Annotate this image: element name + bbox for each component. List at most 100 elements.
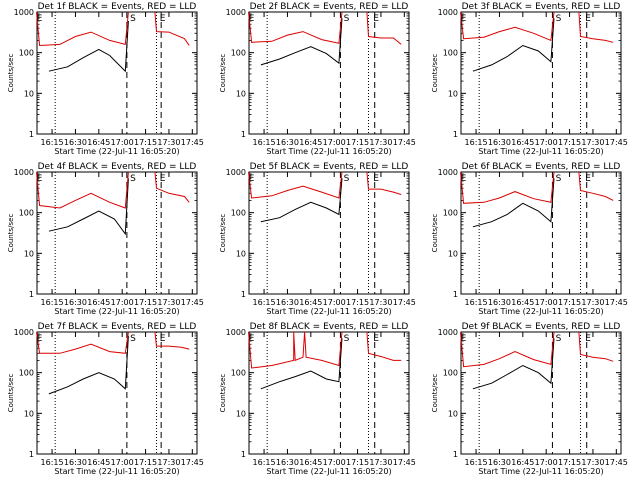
event-marker: E [373, 334, 379, 344]
panel-9: Det 9f BLACK = Events, RED = LLD Counts/s… [431, 322, 628, 476]
plot-frame [248, 171, 410, 295]
y-axis-label: Counts/sec [431, 374, 439, 413]
panel-2: Det 2f BLACK = Events, RED = LLD Counts/s… [219, 2, 416, 156]
plot-frame [36, 11, 198, 135]
y-tick-label: 10 [236, 249, 246, 258]
panel-7: Det 7f BLACK = Events, RED = LLD Counts/s… [7, 322, 204, 476]
x-axis-label: Start Time (22-Jul-11 16:05:20) [478, 307, 603, 316]
chart-title: Det 8f BLACK = Events, RED = LLD [250, 322, 409, 332]
event-marker: E [249, 334, 255, 344]
x-tick-label: 17:45 [393, 298, 416, 307]
y-tick-label: 1000 [226, 8, 246, 17]
event-marker: E [461, 14, 467, 24]
series-line-black [48, 20, 129, 73]
panel-5: Det 5f BLACK = Events, RED = LLD Counts/s… [219, 162, 416, 316]
series-line-black [472, 178, 555, 228]
x-tick-label: 17:00 [111, 458, 134, 467]
y-tick-label: 1000 [14, 8, 34, 17]
y-axis-label: Counts/sec [219, 374, 227, 413]
y-tick-label: 1000 [438, 168, 458, 177]
x-tick-label: 16:15 [253, 298, 276, 307]
x-tick-label: 17:15 [558, 138, 581, 147]
y-tick-label: 1000 [438, 8, 458, 17]
x-tick-label: 17:00 [535, 298, 558, 307]
x-tick-label: 17:15 [346, 458, 369, 467]
event-marker: S [344, 174, 350, 184]
x-tick-label: 16:30 [276, 298, 299, 307]
y-tick-label: 1 [29, 450, 34, 459]
series-line-black [472, 338, 555, 390]
series-line-red [154, 171, 190, 203]
x-tick-label: 17:15 [558, 458, 581, 467]
panel-8: Det 8f BLACK = Events, RED = LLD Counts/s… [219, 322, 416, 476]
x-tick-label: 17:00 [535, 138, 558, 147]
x-tick-label: 17:30 [369, 458, 392, 467]
plot-frame [248, 11, 410, 135]
y-tick-label: 1 [453, 290, 458, 299]
x-tick-label: 17:30 [581, 138, 604, 147]
chart-title: Det 1f BLACK = Events, RED = LLD [38, 2, 197, 12]
series-line-black [260, 338, 343, 390]
series-line-red [248, 171, 343, 199]
x-tick-label: 17:30 [581, 458, 604, 467]
y-tick-label: 10 [448, 409, 458, 418]
plot-frame [460, 171, 622, 295]
plot-frame [460, 11, 622, 135]
x-tick-label: 17:00 [535, 458, 558, 467]
x-tick-label: 17:30 [369, 138, 392, 147]
y-tick-label: 1 [29, 130, 34, 139]
x-tick-label: 17:30 [369, 298, 392, 307]
event-marker: E [37, 14, 43, 24]
y-tick-label: 10 [448, 249, 458, 258]
x-tick-label: 17:00 [323, 458, 346, 467]
plot-frame [36, 331, 198, 455]
x-tick-label: 17:15 [134, 138, 157, 147]
y-tick-label: 100 [231, 49, 246, 58]
event-marker: S [130, 174, 136, 184]
event-marker: S [130, 334, 136, 344]
x-tick-label: 16:45 [299, 298, 322, 307]
y-tick-label: 100 [443, 209, 458, 218]
x-axis-label: Start Time (22-Jul-11 16:05:20) [266, 467, 391, 476]
y-tick-label: 1 [453, 130, 458, 139]
panel-3: Det 3f BLACK = Events, RED = LLD Counts/s… [431, 2, 628, 156]
event-marker: E [160, 174, 166, 184]
y-axis-label: Counts/sec [431, 214, 439, 253]
event-marker: E [249, 174, 255, 184]
x-tick-label: 17:30 [157, 458, 180, 467]
y-tick-label: 100 [231, 209, 246, 218]
chart-title: Det 4f BLACK = Events, RED = LLD [38, 162, 197, 172]
event-marker: E [461, 174, 467, 184]
chart-title: Det 3f BLACK = Events, RED = LLD [462, 2, 621, 12]
x-tick-label: 16:30 [488, 458, 511, 467]
series-line-red [460, 331, 555, 368]
x-tick-label: 16:45 [299, 458, 322, 467]
x-tick-label: 17:30 [157, 298, 180, 307]
x-tick-label: 17:45 [605, 458, 628, 467]
y-tick-label: 100 [443, 369, 458, 378]
x-tick-label: 16:30 [488, 298, 511, 307]
event-marker: E [37, 334, 43, 344]
y-axis-label: Counts/sec [431, 54, 439, 93]
y-tick-label: 1 [453, 450, 458, 459]
series-line-red [578, 11, 614, 43]
x-axis-label: Start Time (22-Jul-11 16:05:20) [478, 147, 603, 156]
y-tick-label: 1 [241, 130, 246, 139]
series-line-red [460, 11, 555, 42]
x-tick-label: 17:00 [323, 138, 346, 147]
series-line-red [36, 331, 129, 354]
x-tick-label: 16:15 [465, 458, 488, 467]
x-tick-label: 17:45 [605, 138, 628, 147]
x-axis-label: Start Time (22-Jul-11 16:05:20) [266, 307, 391, 316]
y-tick-label: 1000 [14, 168, 34, 177]
x-tick-label: 17:00 [111, 298, 134, 307]
x-tick-label: 16:30 [64, 138, 87, 147]
event-marker: E [160, 334, 166, 344]
series-line-red [36, 11, 129, 47]
x-tick-label: 16:15 [253, 458, 276, 467]
event-marker: E [37, 174, 43, 184]
event-marker: E [373, 174, 379, 184]
y-tick-label: 100 [231, 369, 246, 378]
event-marker: S [344, 14, 350, 24]
